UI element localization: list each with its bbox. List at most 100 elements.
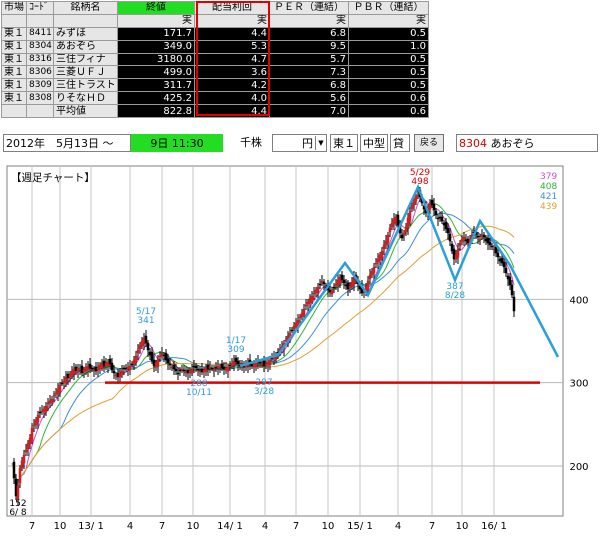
trend-zigzag-line xyxy=(239,183,560,368)
table-average-row[interactable]: 平均値 822.8 4.4 7.0 0.6 xyxy=(1,104,429,119)
candle-body xyxy=(50,398,54,404)
table-row[interactable]: 東１ 8316 三住フィナ 3180.0 4.7 5.7 0.5 xyxy=(1,52,429,67)
candle-body xyxy=(448,233,452,242)
candle-body xyxy=(266,361,270,366)
candle-body xyxy=(170,366,174,369)
cell-name: あおぞら xyxy=(53,39,118,54)
header-market[interactable]: 市場 xyxy=(1,1,27,15)
cell-code: 8308 xyxy=(26,91,54,106)
candle-body xyxy=(150,351,154,362)
back-button[interactable]: 戻る xyxy=(414,134,444,152)
candle-body xyxy=(450,243,454,252)
candle-body xyxy=(56,388,60,395)
chevron-down-icon[interactable]: ▼ xyxy=(315,136,326,150)
candle-body xyxy=(124,367,128,370)
candle-body xyxy=(78,368,82,371)
candle-body xyxy=(230,362,234,367)
table-row[interactable]: 東１ 8308 りそなＨＤ 425.2 4.0 5.6 0.6 xyxy=(1,91,429,106)
x-tick-label: 10 xyxy=(54,521,67,532)
cell-yield: 4.0 xyxy=(194,91,270,106)
annotation-label: 3/28 xyxy=(254,387,274,397)
cell-per: 6.8 xyxy=(269,26,349,41)
candles xyxy=(12,185,516,506)
candle-body xyxy=(504,267,508,274)
candle-body xyxy=(234,357,238,363)
x-tick-label: 10 xyxy=(456,521,469,532)
candle-body xyxy=(126,366,130,370)
x-tick-label: 15/ 1 xyxy=(347,521,373,532)
date-field[interactable]: 2012年 5月13日 ～ xyxy=(3,134,131,152)
candle-body xyxy=(440,216,444,222)
cell-pbr: 0.5 xyxy=(348,52,429,67)
cell-close: 311.7 xyxy=(117,78,195,93)
candle-body xyxy=(492,248,496,251)
candle-body xyxy=(84,366,88,372)
header-name[interactable]: 銘柄名 xyxy=(53,1,118,15)
header-yield[interactable]: 配当利回 xyxy=(194,1,270,15)
candle-body xyxy=(336,279,340,286)
candle-body xyxy=(20,460,24,469)
candle-body xyxy=(268,359,272,366)
candle-body xyxy=(40,410,44,413)
table-row[interactable]: 東１ 8306 三菱ＵＦＪ 499.0 3.6 7.3 0.5 xyxy=(1,65,429,80)
candle-body xyxy=(302,308,306,316)
candle-body xyxy=(464,239,468,242)
candle-body xyxy=(206,364,210,370)
candle-body xyxy=(306,301,310,305)
cell-pbr: 0.6 xyxy=(348,91,429,106)
candle-body xyxy=(452,248,456,260)
header-code[interactable]: ｺｰﾄﾞ xyxy=(26,1,54,15)
candle-body xyxy=(208,366,212,369)
chart-toolbar: 2012年 5月13日 ～ 9日 11:30 千株 円 ▼ 東１ 中型 貸 戻る… xyxy=(0,134,600,154)
candle-body xyxy=(404,226,408,233)
cell-market: 東１ xyxy=(1,26,27,41)
header-close[interactable]: 終値 xyxy=(117,1,195,15)
currency-value: 円 xyxy=(302,137,313,150)
candle-body xyxy=(16,484,20,500)
candle-body xyxy=(374,262,378,265)
candle-body xyxy=(334,283,338,287)
candle-body xyxy=(88,363,92,369)
candle-body xyxy=(74,366,78,372)
x-tick-label: 13/ 1 xyxy=(78,521,104,532)
candle-body xyxy=(130,363,134,366)
table-row[interactable]: 東１ 8411 みずほ 171.7 4.4 6.8 0.5 xyxy=(1,26,429,41)
candle-body xyxy=(76,367,80,372)
candle-body xyxy=(442,222,446,226)
stock-code-field[interactable]: 8304 あおぞら xyxy=(456,134,598,152)
cell-per: 9.5 xyxy=(269,39,349,54)
candle-body xyxy=(82,369,86,373)
candle-body xyxy=(98,364,102,370)
header-pbr[interactable]: ＰＢＲ（連結） xyxy=(348,1,429,15)
plot-frame xyxy=(6,165,564,517)
subheader-close: 実 xyxy=(117,13,195,28)
candle-body xyxy=(36,414,40,423)
candle-body xyxy=(106,361,110,367)
currency-select[interactable]: 円 ▼ xyxy=(272,134,327,152)
ma-legend-label: 408 xyxy=(540,182,557,192)
cell-yield: 4.7 xyxy=(194,52,270,67)
candle-body xyxy=(210,367,214,370)
cell-market: 東１ xyxy=(1,52,27,67)
candle-body xyxy=(122,367,126,370)
y-tick-label: 300 xyxy=(569,379,588,390)
candle-body xyxy=(28,437,32,445)
ma-line-52w xyxy=(11,225,515,482)
candle-body xyxy=(490,245,494,248)
cell-per: 5.6 xyxy=(269,91,349,106)
candle-body xyxy=(386,234,390,244)
candle-body xyxy=(508,276,512,286)
candle-body xyxy=(116,372,120,378)
candle-body xyxy=(158,355,162,358)
x-tick-label: 7 xyxy=(29,521,35,532)
candle-body xyxy=(92,369,96,372)
cell-close: 499.0 xyxy=(117,65,195,80)
table-row[interactable]: 東１ 8304 あおぞら 349.0 5.3 9.5 1.0 xyxy=(1,39,429,54)
candle-body xyxy=(44,405,48,413)
table-row[interactable]: 東１ 8309 三住トラスト 311.7 4.2 6.8 0.5 xyxy=(1,78,429,93)
candle-body xyxy=(166,358,170,364)
candle-body xyxy=(80,365,84,374)
annotation-label: 288 xyxy=(190,379,207,389)
header-per[interactable]: ＰＥＲ（連結） xyxy=(269,1,349,15)
candle-body xyxy=(400,234,404,239)
